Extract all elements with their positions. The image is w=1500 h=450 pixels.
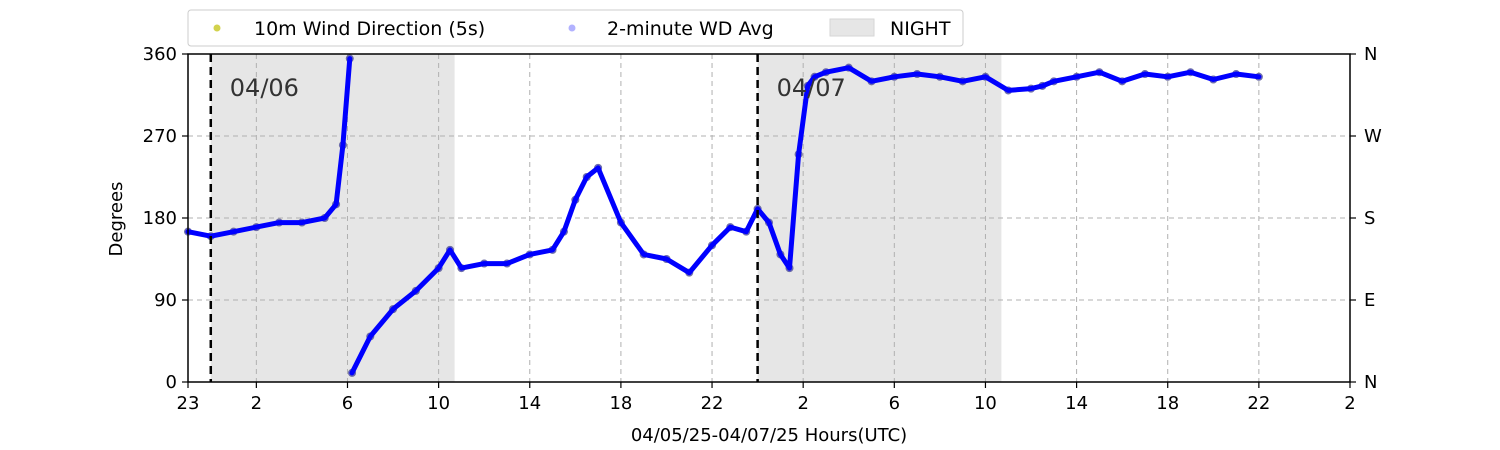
- wd-avg-point: [662, 255, 671, 263]
- wd-avg-point: [844, 63, 853, 72]
- wd-avg-point: [685, 268, 694, 277]
- day-label-0: 04/06: [230, 74, 299, 102]
- wd-avg-point: [867, 77, 876, 86]
- y-tick-label: 90: [154, 290, 177, 311]
- wd-avg-point: [616, 218, 625, 227]
- wd-avg-point: [803, 81, 812, 90]
- wd-avg-point: [366, 332, 375, 341]
- legend-night-swatch: [829, 18, 875, 37]
- x-tick-label: 2: [1344, 393, 1355, 414]
- wd-avg-point: [753, 204, 762, 213]
- wd-avg-point: [525, 250, 534, 259]
- wd-avg-point: [1004, 86, 1013, 95]
- wd-avg-point: [958, 77, 967, 86]
- wd-avg-point: [810, 72, 819, 81]
- wd-avg-point: [1254, 72, 1263, 81]
- compass-label: N: [1364, 372, 1377, 393]
- wd-avg-point: [913, 70, 922, 79]
- x-tick-label: 18: [1156, 393, 1179, 414]
- wd-avg-point: [765, 218, 773, 227]
- wd-avg-point: [297, 218, 306, 227]
- x-tick-label: 14: [518, 393, 541, 414]
- wd-avg-point: [345, 54, 354, 63]
- wd-avg-point: [1186, 68, 1195, 77]
- wd-avg-point: [457, 264, 466, 273]
- legend-wd-avg-label: 2-minute WD Avg: [607, 18, 774, 40]
- wd-avg-point: [1209, 75, 1218, 84]
- y-axis-label: Degrees: [106, 182, 127, 257]
- x-tick-label: 10: [427, 393, 450, 414]
- y-tick-label: 360: [143, 44, 177, 65]
- night-span-1: [757, 54, 1002, 382]
- wd-avg-point: [1140, 70, 1149, 79]
- wd-avg-point: [502, 259, 511, 268]
- x-axis-label: 04/05/25-04/07/25 Hours(UTC): [631, 425, 907, 446]
- wd-avg-point: [252, 223, 261, 232]
- wd-avg-point: [594, 163, 603, 172]
- wd-avg-point: [935, 72, 944, 81]
- legend-wind-5s-label: 10m Wind Direction (5s): [254, 18, 485, 40]
- wd-avg-point: [639, 250, 648, 259]
- wd-avg-point: [1072, 72, 1081, 81]
- y-tick-label: 0: [166, 372, 177, 393]
- wd-avg-point: [1027, 84, 1036, 93]
- wd-avg-point: [571, 195, 580, 204]
- legend-wind-5s-marker: [213, 24, 221, 32]
- wd-avg-point: [389, 305, 398, 314]
- wd-avg-point: [821, 68, 830, 77]
- wd-avg-point: [411, 286, 420, 295]
- wd-avg-point: [229, 227, 238, 236]
- wd-avg-point: [338, 141, 347, 150]
- x-tick-label: 22: [701, 393, 724, 414]
- x-tick-label: 2: [251, 393, 262, 414]
- wd-avg-point: [794, 150, 803, 159]
- wd-avg-point: [275, 218, 284, 227]
- wd-avg-point: [1163, 72, 1172, 81]
- x-tick-label: 23: [177, 393, 200, 414]
- x-tick-label: 14: [1065, 393, 1088, 414]
- wd-avg-point: [332, 200, 341, 209]
- compass-label: E: [1364, 290, 1375, 311]
- x-tick-label: 6: [889, 393, 900, 414]
- day-boundary-layer: 04/06 04/07: [209, 54, 846, 382]
- x-tick-label: 18: [609, 393, 632, 414]
- wd-avg-point: [890, 72, 899, 81]
- wd-avg-point: [446, 245, 455, 254]
- compass-label: N: [1364, 44, 1377, 65]
- compass-label: W: [1364, 126, 1382, 147]
- day-label-1: 04/07: [777, 74, 846, 102]
- wd-avg-point: [434, 264, 443, 273]
- wd-avg-point: [582, 173, 591, 181]
- x-tick-label: 2: [797, 393, 808, 414]
- wd-avg-point: [1232, 70, 1241, 79]
- y-tick-label: 180: [143, 208, 177, 229]
- x-tick-label: 22: [1247, 393, 1270, 414]
- wd-avg-point: [776, 250, 785, 259]
- x-tick-label: 10: [974, 393, 997, 414]
- wd-avg-point: [742, 227, 751, 236]
- legend-wd-avg-marker: [568, 24, 576, 32]
- wd-avg-point: [726, 223, 735, 232]
- wd-avg-point: [1038, 81, 1047, 90]
- compass-label: S: [1364, 208, 1375, 229]
- wd-avg-point: [1095, 68, 1104, 77]
- wd-avg-point: [559, 227, 568, 236]
- wd-avg-point: [708, 241, 717, 250]
- wd-avg-point: [348, 368, 357, 377]
- x-tick-label: 6: [342, 393, 353, 414]
- y-tick-label: 270: [143, 126, 177, 147]
- legend-night-label: NIGHT: [890, 18, 951, 40]
- wd-avg-point: [320, 214, 329, 222]
- wd-avg-point: [548, 245, 557, 254]
- wd-avg-point: [981, 72, 990, 81]
- wd-avg-point: [480, 259, 489, 268]
- legend-frame: [187, 9, 964, 47]
- wd-avg-point: [1118, 77, 1127, 86]
- legend: 10m Wind Direction (5s) 2-minute WD Avg …: [187, 9, 964, 47]
- wd-avg-point: [1049, 77, 1058, 86]
- wd-avg-point: [785, 264, 794, 273]
- wd-avg-series: [184, 54, 1263, 377]
